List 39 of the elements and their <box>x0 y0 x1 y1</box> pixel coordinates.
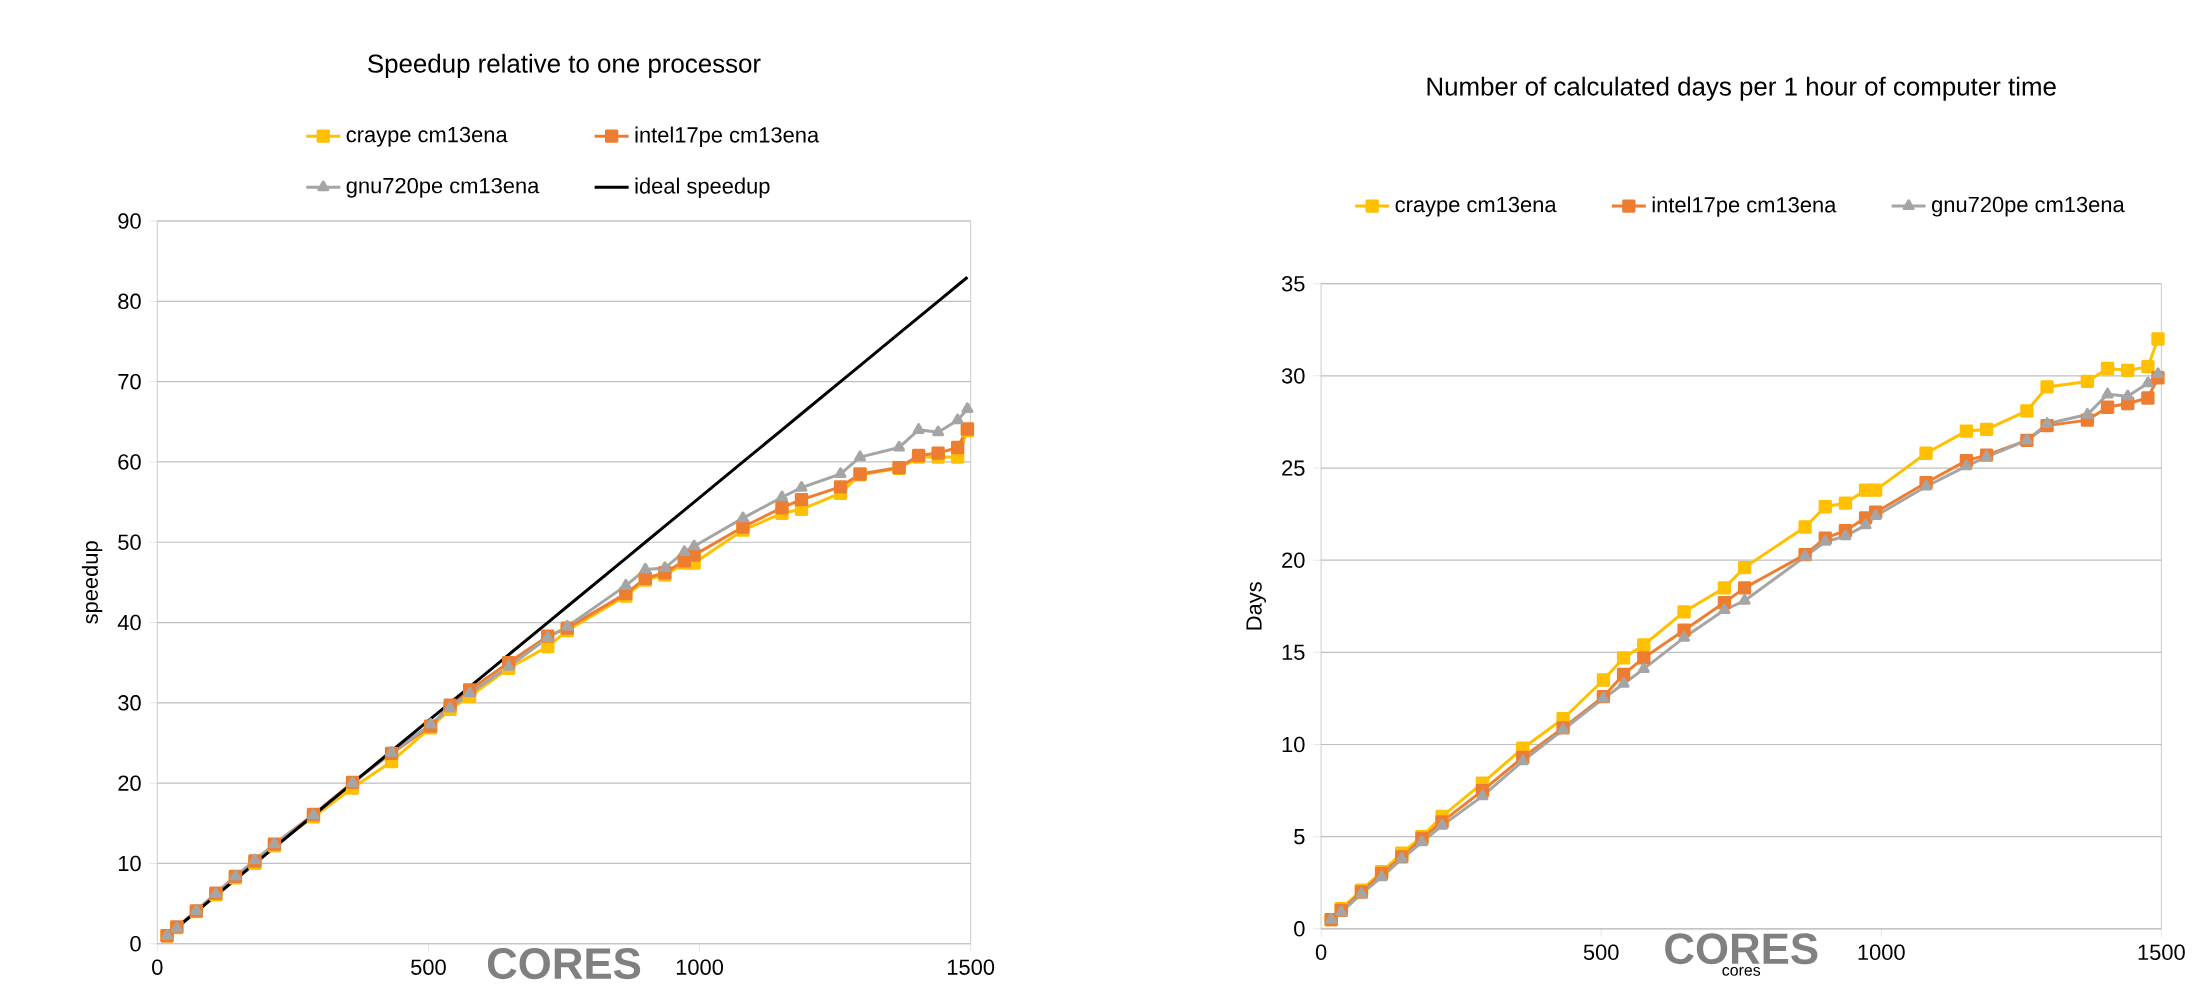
x-tick-label: 500 <box>411 959 446 976</box>
legend-label: craype cm13ena <box>1395 197 1557 217</box>
y-tick-label: 10 <box>118 855 141 872</box>
y-tick-label: 20 <box>1282 552 1305 569</box>
legend-label: gnu720pe cm13ena <box>1932 197 2125 217</box>
y-tick-label: 30 <box>118 695 141 711</box>
x-tick-label: 1500 <box>2138 944 2185 961</box>
x-tick-label: 0 <box>152 959 163 976</box>
chart-title: Number of calculated days per 1 hour of computer time <box>1427 76 2056 102</box>
legend-label: ideal speedup <box>635 177 770 199</box>
text: CORES <box>1665 933 1818 965</box>
x-axis-title: cores <box>1722 967 1761 976</box>
x-tick-label: 1000 <box>676 959 724 976</box>
y-tick-label: 70 <box>118 374 141 390</box>
y-tick-label: 5 <box>1294 829 1305 845</box>
legend-label: intel17pe cm13ena <box>1652 196 1837 218</box>
x-tick-label: 1500 <box>947 959 995 976</box>
chart-title: Speedup relative to one processor <box>368 54 761 79</box>
y-tick-label: 40 <box>117 615 141 631</box>
y-tick-label: 0 <box>1294 921 1305 937</box>
y-tick-label: 60 <box>118 454 141 470</box>
y-tick-label: 50 <box>118 534 141 551</box>
y-tick-label: 10 <box>1282 737 1305 753</box>
legend-label: craype cm13ena <box>346 127 508 147</box>
y-axis-title: Days <box>1246 582 1267 630</box>
y-tick-label: 80 <box>118 293 141 310</box>
legend-label: intel17pe cm13ena <box>635 126 820 148</box>
y-tick-label: 35 <box>1281 276 1305 292</box>
y-tick-label: 90 <box>118 213 141 230</box>
x-tick-label: 500 <box>1583 944 1619 961</box>
text: CORES <box>487 948 641 980</box>
x-tick-label: 1000 <box>1858 944 1905 961</box>
y-tick-label: 25 <box>1282 460 1305 477</box>
x-tick-label: 0 <box>1315 944 1327 961</box>
legend-label: gnu720pe cm13ena <box>346 178 540 198</box>
y-tick-label: 30 <box>1281 368 1305 384</box>
y-tick-label: 20 <box>118 775 141 792</box>
y-tick-label: 15 <box>1282 644 1305 661</box>
y-axis-title: speedup <box>81 541 103 625</box>
